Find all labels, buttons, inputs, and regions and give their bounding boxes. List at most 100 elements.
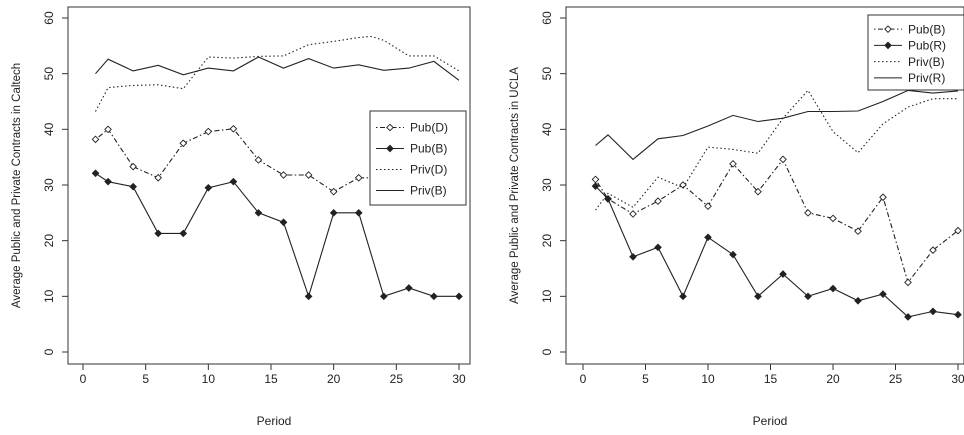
legend-marker — [386, 144, 394, 153]
data-point — [904, 278, 912, 287]
x-tick-label: 0 — [80, 372, 87, 386]
y-tick-label: 40 — [540, 122, 554, 136]
data-point — [904, 313, 912, 321]
data-point — [829, 214, 837, 223]
data-point — [154, 173, 163, 182]
series-line-3 — [95, 56, 460, 81]
series-line-0 — [95, 128, 460, 196]
x-tick-label: 10 — [701, 372, 715, 386]
data-point — [879, 290, 887, 298]
series-layer — [91, 35, 463, 301]
data-point — [679, 292, 687, 301]
data-point — [629, 252, 637, 261]
data-point — [591, 182, 600, 190]
y-tick-label: 10 — [42, 289, 56, 303]
data-point — [129, 162, 137, 171]
legend-label: Pub(B) — [410, 142, 447, 156]
y-tick-label: 0 — [42, 348, 56, 355]
data-point — [179, 229, 188, 238]
x-tick-label: 25 — [889, 372, 903, 386]
data-point — [829, 284, 837, 293]
series-line-2 — [595, 89, 958, 211]
series-line-0 — [595, 158, 959, 284]
series-line-1 — [595, 185, 959, 318]
data-point — [954, 226, 962, 235]
legend: Pub(B) Pub(R) Priv(B) Priv(R) — [867, 14, 964, 91]
series-layer — [591, 89, 962, 321]
data-point — [654, 197, 662, 205]
legend-marker — [386, 123, 394, 132]
y-tick-label: 0 — [540, 348, 554, 355]
data-point — [254, 208, 263, 217]
data-point — [91, 135, 100, 144]
y-tick-label: 10 — [540, 289, 554, 303]
x-axis-label: Period — [257, 414, 292, 428]
x-tick-label: 5 — [142, 372, 149, 386]
data-point — [91, 169, 100, 178]
legend-label: Pub(D) — [410, 121, 448, 135]
x-tick-label: 5 — [642, 372, 649, 386]
data-point — [704, 233, 712, 242]
data-point — [379, 292, 388, 301]
data-point — [804, 208, 812, 217]
y-tick-label: 20 — [42, 234, 56, 248]
y-tick-label: 30 — [540, 178, 554, 192]
y-tick-label: 60 — [42, 11, 56, 25]
data-point — [754, 187, 762, 196]
data-point — [430, 292, 438, 301]
series-line-3 — [595, 89, 959, 161]
x-tick-label: 30 — [452, 372, 466, 386]
y-tick-label: 50 — [540, 67, 554, 81]
data-point — [629, 210, 637, 218]
data-point — [854, 296, 862, 305]
x-tick-label: 15 — [764, 372, 778, 386]
x-tick-label: 30 — [951, 372, 964, 386]
data-point — [204, 127, 213, 136]
data-point — [279, 218, 288, 227]
data-point — [879, 193, 887, 202]
y-tick-label: 30 — [42, 178, 56, 192]
chart-caltech: 0 5 10 15 20 25 30 0 10 20 30 40 50 60 Period Average P… — [11, 6, 471, 428]
data-point — [104, 177, 112, 186]
data-point — [329, 208, 338, 217]
legend-label: Pub(R) — [908, 39, 946, 53]
y-tick-label: 40 — [42, 122, 56, 136]
series-line-1 — [95, 172, 459, 299]
data-point — [229, 177, 238, 186]
data-point — [591, 175, 600, 184]
data-point — [179, 139, 188, 148]
data-point — [304, 171, 313, 179]
y-tick-label: 60 — [540, 11, 554, 25]
legend-marker — [884, 25, 892, 33]
data-point — [654, 243, 662, 252]
x-axis-label: Period — [753, 414, 788, 428]
chart-ucla: 0 5 10 15 20 25 30 0 10 20 30 40 50 60 Period Average P… — [509, 6, 964, 428]
legend-label: Priv(B) — [410, 184, 447, 198]
data-point — [204, 183, 213, 192]
legend-box — [369, 110, 467, 206]
legend-label: Priv(B) — [908, 55, 945, 69]
data-point — [954, 310, 962, 319]
data-point — [229, 124, 238, 133]
data-point — [279, 171, 288, 179]
data-point — [329, 187, 338, 196]
data-point — [804, 292, 812, 301]
y-axis-label: Average Public and Private Contracts in … — [509, 67, 521, 304]
legend-marker — [884, 41, 892, 50]
data-point — [929, 246, 937, 254]
data-point — [604, 195, 612, 203]
legend-label: Priv(R) — [908, 71, 945, 85]
data-point — [779, 270, 787, 278]
data-point — [929, 307, 937, 316]
series-line-2 — [95, 35, 460, 112]
data-point — [455, 292, 463, 301]
data-point — [704, 202, 712, 210]
x-tick-label: 25 — [390, 372, 404, 386]
data-point — [104, 125, 112, 134]
data-point — [729, 160, 737, 168]
x-tick-label: 20 — [826, 372, 840, 386]
data-point — [405, 284, 413, 292]
y-tick-label: 50 — [42, 67, 56, 81]
